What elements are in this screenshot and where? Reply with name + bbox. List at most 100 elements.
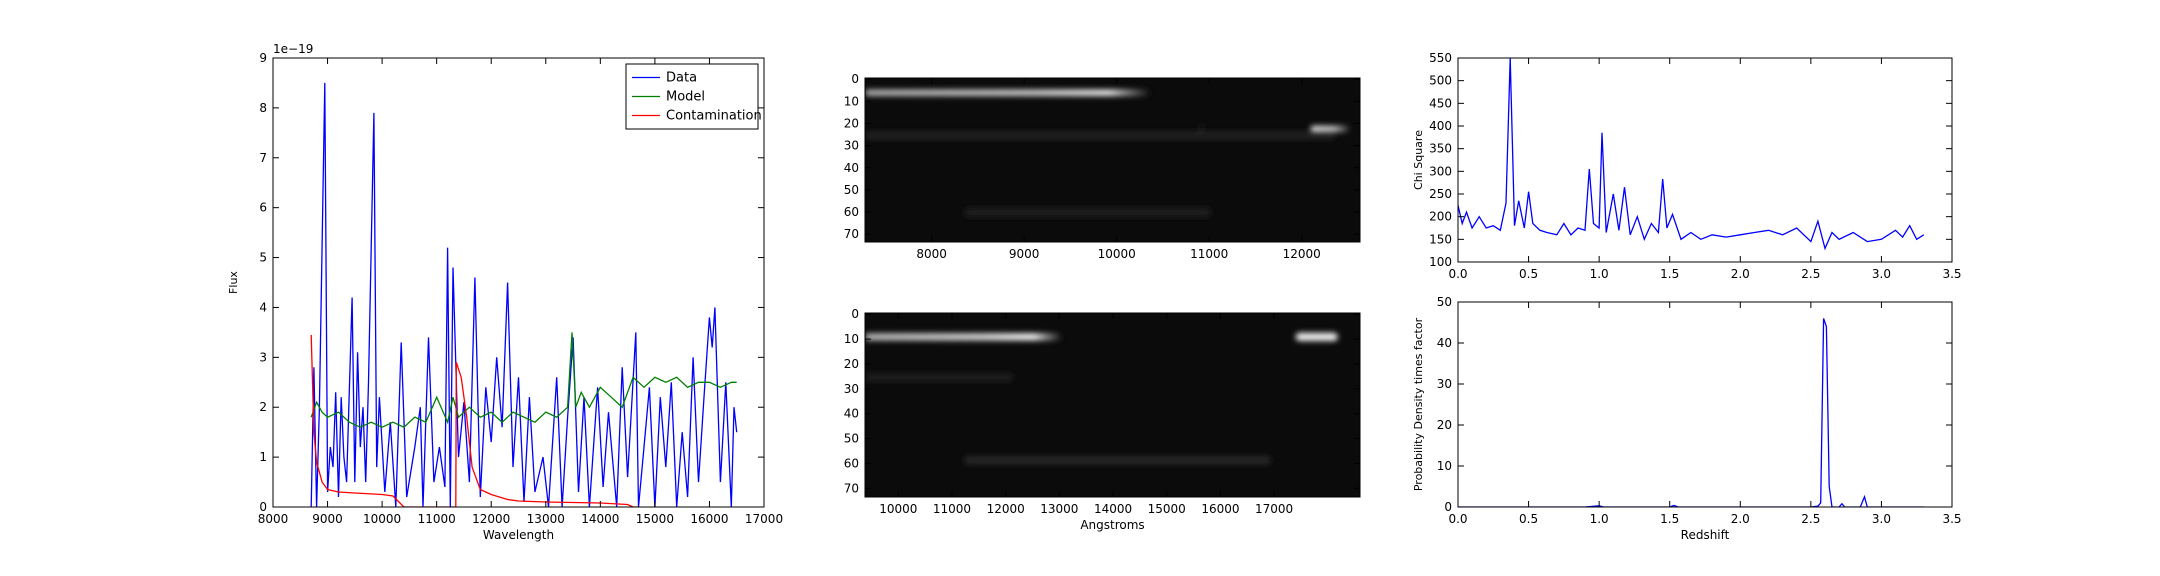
y-tick-label: 60 [844, 456, 859, 470]
y-tick-label: 550 [1429, 51, 1452, 65]
y-tick-label: 50 [1437, 295, 1452, 309]
x-tick-label: 3.0 [1872, 267, 1891, 281]
x-tick-label: 3.5 [1942, 267, 1961, 281]
x-tick-label: 14000 [1094, 502, 1132, 516]
y-tick-label: 70 [844, 481, 859, 495]
image-features [865, 89, 1351, 218]
x-tick-label: 0.0 [1448, 267, 1467, 281]
x-tick-label: 9000 [1009, 247, 1040, 261]
x-tick-label: 11000 [1190, 247, 1228, 261]
x-axis-label: Wavelength [483, 528, 554, 542]
offset-text: 1e−19 [273, 42, 313, 56]
panel: 0.0 0.5 1.0 1.5 2.0 2.5 3.0 3.5 0 10 20 30 40 50 Redsh… [1412, 295, 1962, 542]
trace [865, 333, 1063, 341]
y-tick-label: 1 [259, 450, 267, 464]
y-tick-label: 40 [1437, 336, 1452, 350]
y-tick-label: 9 [259, 51, 267, 65]
panel: 8000 9000 10000 11000 12000 13000 14000 15000 16… [227, 42, 783, 542]
y-tick-label: 6 [259, 201, 267, 215]
y-tick-label: 350 [1429, 142, 1452, 156]
x-tick-label: 2.5 [1801, 267, 1820, 281]
trace [1295, 332, 1338, 341]
plot-lines [1458, 58, 1925, 251]
x-tick-label: 16000 [1201, 502, 1239, 516]
y-tick-label: 400 [1429, 119, 1452, 133]
y-axis-label: Probability Density times factor [1412, 317, 1425, 491]
x-tick-label: 11000 [418, 512, 456, 526]
y-tick-label: 60 [844, 205, 859, 219]
panel: 0.0 0.5 1.0 1.5 2.0 2.5 3.0 3.5 100 150 200 250 300 3… [1412, 51, 1962, 281]
y-tick-label: 40 [844, 407, 859, 421]
y-tick-label: 4 [259, 300, 267, 314]
trace [1310, 125, 1351, 132]
x-tick-label: 12000 [472, 512, 510, 526]
y-tick-label: 50 [844, 183, 859, 197]
axes-frame [272, 57, 765, 508]
x-tick-label: 3.0 [1872, 512, 1891, 526]
x-tick-label: 3.5 [1942, 512, 1961, 526]
legend-label: Contamination [666, 109, 762, 124]
data-line [310, 334, 639, 507]
panel: 8000 9000 10000 11000 12000 0 10 20 30 40 50 60 70 [844, 72, 1361, 261]
x-tick-label: 8000 [258, 512, 289, 526]
x-axis-label: Redshift [1681, 528, 1730, 542]
axes-frame [1457, 57, 1953, 263]
y-tick-label: 40 [844, 161, 859, 175]
trace [865, 131, 1336, 140]
y-axis-label: Chi Square [1412, 130, 1425, 190]
panel: 10000 11000 12000 13000 14000 15000 16000 17000… [844, 307, 1361, 532]
trace [1199, 126, 1204, 132]
axes-frame [1457, 301, 1953, 508]
y-tick-label: 250 [1429, 187, 1452, 201]
x-tick-label: 1.0 [1590, 512, 1609, 526]
y-tick-label: 100 [1429, 255, 1452, 269]
x-axis-label: Angstroms [1080, 518, 1144, 532]
y-tick-label: 70 [844, 227, 859, 241]
x-tick-label: 10000 [879, 502, 917, 516]
x-tick-label: 10000 [1098, 247, 1136, 261]
y-tick-label: 10 [844, 332, 859, 346]
image-features [865, 332, 1338, 465]
y-tick-label: 8 [259, 101, 267, 115]
y-tick-label: 0 [1444, 500, 1452, 514]
y-tick-label: 7 [259, 151, 267, 165]
data-line [1458, 58, 1925, 251]
x-tick-label: 13000 [527, 512, 565, 526]
data-line [1458, 318, 1924, 507]
y-tick-label: 20 [844, 116, 859, 130]
x-tick-label: 17000 [1255, 502, 1293, 516]
legend: Data Model Contamination [625, 63, 762, 130]
y-tick-label: 30 [844, 382, 859, 396]
y-tick-label: 5 [259, 251, 267, 265]
x-tick-label: 10000 [363, 512, 401, 526]
y-tick-label: 450 [1429, 96, 1452, 110]
x-tick-label: 17000 [745, 512, 783, 526]
data-line [310, 332, 737, 428]
x-tick-label: 0.0 [1448, 512, 1467, 526]
axes-frame [864, 312, 1361, 498]
y-tick-label: 0 [259, 500, 267, 514]
axes-frame [864, 77, 1361, 243]
y-tick-label: 3 [259, 350, 267, 364]
y-tick-label: 20 [844, 357, 859, 371]
x-tick-label: 2.5 [1801, 512, 1820, 526]
x-tick-label: 8000 [916, 247, 947, 261]
y-tick-label: 0 [851, 72, 859, 86]
y-tick-label: 10 [844, 94, 859, 108]
y-tick-label: 300 [1429, 164, 1452, 178]
y-tick-label: 30 [844, 139, 859, 153]
x-tick-label: 16000 [690, 512, 728, 526]
x-tick-label: 13000 [1040, 502, 1078, 516]
y-tick-label: 200 [1429, 210, 1452, 224]
legend-label: Model [666, 90, 705, 105]
x-tick-label: 14000 [581, 512, 619, 526]
x-tick-label: 0.5 [1519, 512, 1538, 526]
x-tick-label: 9000 [312, 512, 343, 526]
data-line [310, 82, 738, 507]
y-tick-label: 2 [259, 400, 267, 414]
x-tick-label: 12000 [987, 502, 1025, 516]
plot-lines [1458, 318, 1924, 507]
x-tick-label: 2.0 [1731, 512, 1750, 526]
